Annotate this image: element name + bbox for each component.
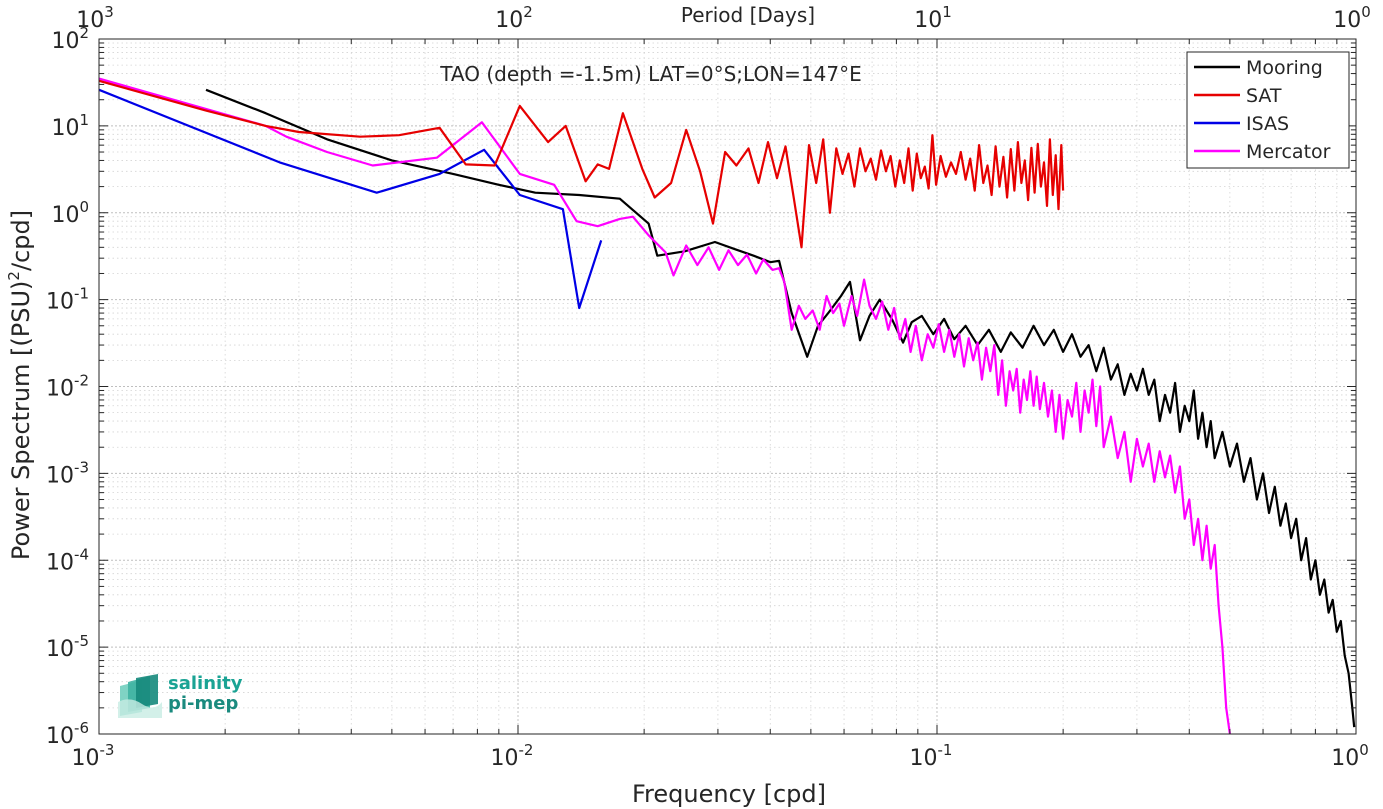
y-axis-label-tail: /cpd] bbox=[7, 210, 35, 271]
y-tick-label: 10-3 bbox=[46, 458, 89, 488]
x-tick-label: 10-2 bbox=[491, 741, 534, 771]
x-tick-label: 10-3 bbox=[72, 741, 115, 771]
y-tick-label-exp: 2 bbox=[79, 24, 89, 42]
logo-text: salinity pi-mep bbox=[168, 674, 243, 714]
x-tick-label-exp: -3 bbox=[100, 741, 115, 759]
top-tick-label-exp: 0 bbox=[1361, 3, 1371, 21]
top-tick-label-base: 10 bbox=[76, 8, 104, 33]
y-tick-label: 10-2 bbox=[46, 372, 89, 402]
y-tick-label-base: 10 bbox=[51, 29, 79, 54]
y-tick-label: 10-1 bbox=[46, 285, 89, 315]
chart-title: TAO (depth =-1.5m) LAT=0°S;LON=147°E bbox=[439, 62, 861, 86]
series-line-mercator bbox=[98, 77, 1231, 735]
top-tick-label: 102 bbox=[495, 3, 533, 33]
y-tick-label: 102 bbox=[51, 24, 89, 54]
top-tick-label: 101 bbox=[914, 3, 952, 33]
x-tick-label-base: 10 bbox=[491, 746, 519, 771]
top-tick-label-base: 10 bbox=[914, 8, 942, 33]
legend-label-mercator: Mercator bbox=[1246, 141, 1331, 163]
y-tick-label-base: 10 bbox=[46, 463, 74, 488]
y-tick-label: 10-5 bbox=[46, 632, 89, 662]
top-tick-label-base: 10 bbox=[495, 8, 523, 33]
series-line-sat bbox=[98, 79, 1065, 249]
y-tick-label-exp: -6 bbox=[74, 719, 89, 737]
major-grid bbox=[98, 38, 1357, 735]
x-tick-label-exp: 0 bbox=[1359, 741, 1369, 759]
x-tick-label-exp: -2 bbox=[519, 741, 534, 759]
y-axis-label: Power Spectrum [(PSU)2/cpd] bbox=[5, 210, 35, 560]
y-tick-label-exp: -2 bbox=[74, 372, 89, 390]
salinity-pimep-logo: salinity pi-mep bbox=[116, 672, 256, 722]
top-axis-label: Period [Days] bbox=[681, 3, 815, 27]
top-tick-label: 103 bbox=[76, 3, 114, 33]
y-tick-label-exp: 1 bbox=[79, 111, 89, 129]
legend-label-sat: SAT bbox=[1246, 85, 1282, 107]
y-tick-label: 10-6 bbox=[46, 719, 89, 749]
y-tick-label-exp: 0 bbox=[79, 198, 89, 216]
y-tick-label-base: 10 bbox=[46, 550, 74, 575]
y-tick-label-exp: -5 bbox=[74, 632, 89, 650]
x-tick-label-base: 10 bbox=[1331, 746, 1359, 771]
y-axis-label-sup: 2 bbox=[5, 271, 23, 281]
y-tick-label-exp: -1 bbox=[74, 285, 89, 303]
y-tick-label-base: 10 bbox=[46, 637, 74, 662]
y-tick-label: 100 bbox=[51, 198, 89, 228]
legend-box bbox=[1186, 51, 1350, 169]
y-tick-label: 10-4 bbox=[46, 545, 89, 575]
series-layer bbox=[98, 77, 1356, 735]
top-tick-label: 100 bbox=[1333, 3, 1371, 33]
legend: Mooring SAT ISAS Mercator bbox=[1186, 51, 1350, 169]
y-tick-label-exp: -4 bbox=[74, 545, 89, 563]
logo-line-2: pi-mep bbox=[168, 693, 239, 714]
y-tick-label-base: 10 bbox=[46, 290, 74, 315]
top-tick-label-base: 10 bbox=[1333, 8, 1361, 33]
x-tick-label: 10-1 bbox=[910, 741, 953, 771]
series-line-mooring bbox=[205, 88, 1356, 728]
top-tick-label-exp: 2 bbox=[523, 3, 533, 21]
logo-line-1: salinity bbox=[168, 673, 243, 694]
y-axis-label-main: Power Spectrum [(PSU) bbox=[7, 281, 35, 560]
top-tick-label-exp: 1 bbox=[942, 3, 952, 21]
y-tick-label-base: 10 bbox=[51, 116, 79, 141]
y-tick-label-base: 10 bbox=[46, 377, 74, 402]
x-tick-label-exp: -1 bbox=[938, 741, 953, 759]
logo-mark-icon bbox=[118, 674, 162, 718]
x-tick-label-base: 10 bbox=[910, 746, 938, 771]
x-axis-label: Frequency [cpd] bbox=[632, 780, 826, 808]
legend-label-mooring: Mooring bbox=[1246, 57, 1323, 79]
series-line-isas bbox=[98, 88, 603, 310]
y-tick-label-exp: -3 bbox=[74, 458, 89, 476]
x-tick-label-base: 10 bbox=[72, 746, 100, 771]
top-tick-label-exp: 3 bbox=[104, 3, 114, 21]
y-tick-label-base: 10 bbox=[51, 203, 79, 228]
y-tick-label-base: 10 bbox=[46, 724, 74, 749]
x-tick-label: 100 bbox=[1331, 741, 1369, 771]
legend-label-isas: ISAS bbox=[1246, 113, 1289, 135]
y-tick-label: 101 bbox=[51, 111, 89, 141]
ticks-layer bbox=[98, 38, 1357, 735]
